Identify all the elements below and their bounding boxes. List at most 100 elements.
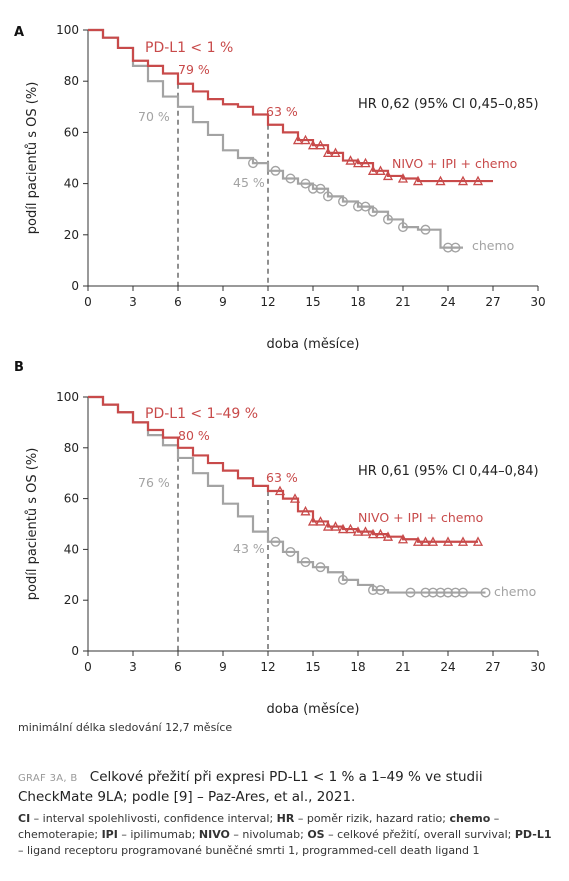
x-tick-label: 15 <box>305 660 320 674</box>
nivo-12-month-rate: 63 % <box>266 104 298 119</box>
x-tick-label: 27 <box>485 295 500 309</box>
censor-mark-circle <box>300 557 311 568</box>
censor-mark-circle <box>323 191 334 202</box>
censor-mark-triangle <box>315 139 326 150</box>
hazard-ratio: HR 0,61 (95% CI 0,44–0,84) <box>358 464 539 479</box>
x-tick-label: 0 <box>84 660 92 674</box>
abbreviation-definition: celkové přežití, overall survival <box>337 828 508 841</box>
panel-letter: B <box>14 360 24 375</box>
x-tick-label: 6 <box>174 660 182 674</box>
legend-chemo: chemo <box>494 584 536 599</box>
caption-text: Celkové přežití při expresi PD-L1 < 1 % … <box>18 769 483 805</box>
nivo-12-month-rate: 63 % <box>266 470 298 485</box>
chemo-12-month-rate: 43 % <box>233 541 265 556</box>
abbreviation-definition: ligand receptoru programované buněčné sm… <box>27 844 480 857</box>
x-axis-label: doba (měsíce) <box>267 702 360 715</box>
abbreviation-term: OS <box>307 828 325 841</box>
censor-mark-triangle <box>322 521 334 531</box>
x-tick-label: 24 <box>440 295 455 309</box>
y-tick-label: 20 <box>64 593 79 607</box>
censor-mark-circle <box>368 206 379 217</box>
censor-mark-triangle <box>300 134 311 145</box>
censor-mark-triangle <box>307 139 319 150</box>
censor-mark-triangle <box>382 531 394 541</box>
km-curve-chemo <box>88 28 463 249</box>
censor-mark-triangle <box>382 170 394 181</box>
y-tick-label: 100 <box>56 390 79 404</box>
censor-mark-triangle <box>435 175 446 186</box>
x-tick-label: 27 <box>485 660 500 674</box>
censor-mark-circle <box>398 222 409 233</box>
y-tick-label: 60 <box>64 492 79 506</box>
censor-mark-circle <box>270 165 281 176</box>
censor-mark-triangle <box>274 485 286 496</box>
censor-mark-circle <box>315 562 326 573</box>
censor-mark-circle <box>308 183 319 194</box>
legend-chemo: chemo <box>472 238 514 253</box>
censor-mark-circle <box>360 201 371 212</box>
censor-mark-circle <box>353 201 364 212</box>
y-axis-label: podíl pacientů s OS (%) <box>25 82 40 235</box>
censor-mark-triangle <box>345 523 356 534</box>
hazard-ratio: HR 0,62 (95% CI 0,45–0,85) <box>358 97 539 112</box>
censor-mark-circle <box>450 242 461 253</box>
x-tick-label: 3 <box>129 295 137 309</box>
censor-mark-circle <box>405 587 416 598</box>
legend-nivo-ipi-chemo: NIVO + IPI + chemo <box>392 156 517 171</box>
censor-mark-triangle <box>367 528 379 539</box>
y-tick-label: 0 <box>71 644 79 658</box>
abbreviation-term: HR <box>276 812 295 825</box>
censor-mark-triangle <box>307 516 319 526</box>
abbreviations: CI – interval spolehlivosti, confidence … <box>18 812 552 857</box>
censor-mark-triangle <box>375 528 386 539</box>
x-axis-label: doba (měsíce) <box>267 337 360 352</box>
x-tick-label: 9 <box>219 660 227 674</box>
censor-mark-triangle <box>412 175 424 186</box>
censor-mark-circle <box>247 158 258 169</box>
abbreviation-definition: interval spolehlivosti, confidence inter… <box>42 812 270 825</box>
censor-mark-circle <box>375 585 386 596</box>
chemo-6-month-rate: 76 % <box>138 475 170 490</box>
y-tick-label: 60 <box>64 125 79 139</box>
censor-mark-triangle <box>397 533 409 544</box>
y-tick-label: 80 <box>64 74 79 88</box>
censor-mark-triangle <box>397 173 409 183</box>
subgroup-label: PD-L1 < 1–49 % <box>145 406 258 422</box>
chemo-12-month-rate: 45 % <box>233 175 265 190</box>
abbreviation-term: NIVO <box>198 828 230 841</box>
abbreviation-definition: ipilimumab <box>130 828 192 841</box>
panel-letter: A <box>14 25 24 40</box>
nivo-6-month-rate: 80 % <box>178 428 210 443</box>
censor-mark-triangle <box>292 134 304 145</box>
censor-mark-triangle <box>322 147 334 158</box>
x-tick-label: 21 <box>395 295 410 309</box>
censor-mark-triangle <box>367 165 379 175</box>
censor-mark-triangle <box>289 493 301 503</box>
x-tick-label: 3 <box>129 660 137 674</box>
censor-mark-circle <box>338 574 349 585</box>
x-tick-label: 0 <box>84 295 92 309</box>
abbreviation-term: chemo <box>449 812 491 825</box>
km-curve-nivo-ipi-chemo <box>88 395 478 543</box>
x-tick-label: 12 <box>260 295 275 309</box>
y-axis-label: podíl pacientů s OS (%) <box>25 448 40 601</box>
censor-mark-triangle <box>375 165 386 175</box>
y-tick-label: 100 <box>56 23 79 37</box>
y-tick-label: 0 <box>71 279 79 293</box>
censor-mark-triangle <box>352 157 364 168</box>
x-tick-label: 18 <box>350 660 365 674</box>
censor-mark-triangle <box>330 147 341 158</box>
censor-mark-circle <box>458 587 469 598</box>
x-tick-label: 30 <box>530 295 545 309</box>
y-tick-label: 40 <box>64 542 79 556</box>
follow-up-note: minimální délka sledování 12,7 měsíce <box>18 721 233 734</box>
legend-nivo-ipi-chemo: NIVO + IPI + chemo <box>358 510 483 525</box>
abbreviation-definition: nivolumab <box>242 828 301 841</box>
x-tick-label: 21 <box>395 660 410 674</box>
censor-mark-circle <box>383 214 394 225</box>
censor-mark-circle <box>300 178 311 189</box>
subgroup-label: PD-L1 < 1 % <box>145 40 233 56</box>
x-tick-label: 30 <box>530 660 545 674</box>
censor-mark-circle <box>368 585 379 596</box>
censor-mark-triangle <box>472 175 484 186</box>
